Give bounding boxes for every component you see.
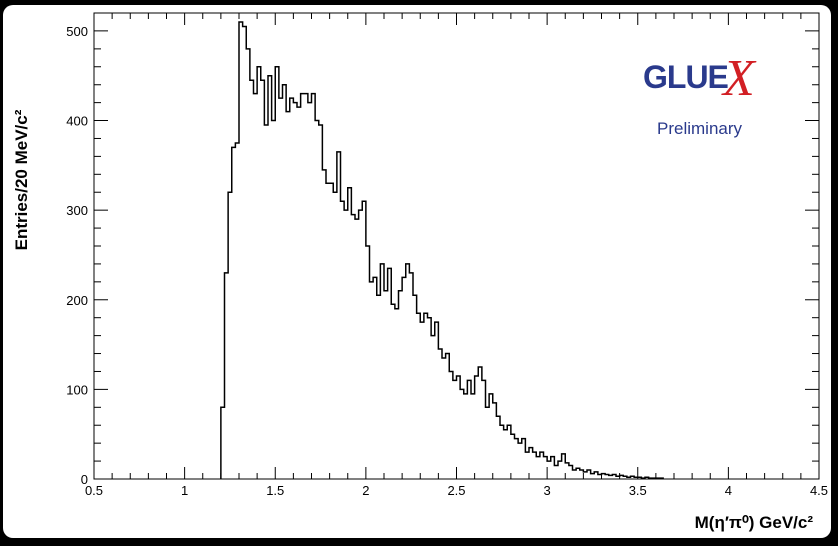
x-tick-label: 4	[725, 483, 732, 498]
logo-x-letter: X	[723, 50, 755, 107]
y-tick-label: 0	[81, 472, 88, 487]
chart-frame: 0.5 1 1.5 2 2.5 3 3.5 4 4.5 0 100 200 300 400 500 Ent…	[3, 5, 831, 538]
histogram-line	[220, 21, 664, 479]
gluex-logo: GLUE X Preliminary	[639, 50, 779, 150]
x-tick-label: 1.5	[266, 483, 284, 498]
x-tick-label: 3.5	[629, 483, 647, 498]
x-tick-label: 2	[362, 483, 369, 498]
x-tick-label: 4.5	[810, 483, 828, 498]
y-tick-label: 400	[66, 114, 88, 129]
y-tick-label: 300	[66, 203, 88, 218]
y-axis-title: Entries/20 MeV/c²	[12, 109, 31, 250]
x-tick-label: 1	[181, 483, 188, 498]
x-tick-label: 2.5	[447, 483, 465, 498]
x-axis-ticks	[93, 13, 820, 479]
y-tick-label: 200	[66, 293, 88, 308]
y-axis-ticks	[94, 12, 819, 480]
x-axis-title: M(η′π⁰) GeV/c²	[695, 513, 814, 532]
y-tick-label: 500	[66, 24, 88, 39]
x-tick-labels: 0.5 1 1.5 2 2.5 3 3.5 4 4.5	[85, 483, 828, 498]
logo-wordmark: GLUE	[643, 59, 729, 95]
logo-preliminary-label: Preliminary	[657, 119, 743, 138]
x-tick-label: 0.5	[85, 483, 103, 498]
y-tick-labels: 0 100 200 300 400 500	[66, 24, 88, 487]
x-tick-label: 3	[544, 483, 551, 498]
y-tick-label: 100	[66, 382, 88, 397]
histogram-plot: 0.5 1 1.5 2 2.5 3 3.5 4 4.5 0 100 200 300 400 500 Ent…	[12, 12, 828, 532]
